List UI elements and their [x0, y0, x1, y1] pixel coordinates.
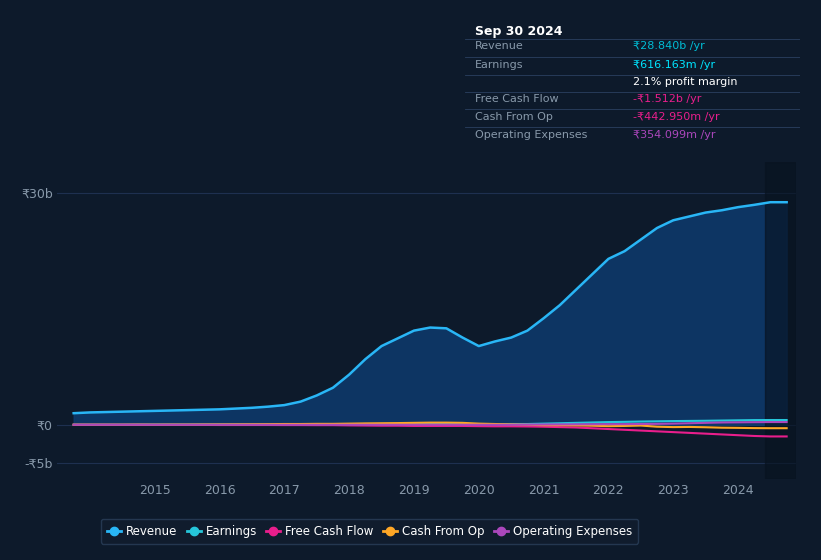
Text: 2.1% profit margin: 2.1% profit margin: [632, 77, 737, 87]
Bar: [765, 162, 796, 479]
Legend: Revenue, Earnings, Free Cash Flow, Cash From Op, Operating Expenses: Revenue, Earnings, Free Cash Flow, Cash …: [101, 519, 638, 544]
Text: Free Cash Flow: Free Cash Flow: [475, 94, 558, 104]
Text: -₹1.512b /yr: -₹1.512b /yr: [632, 94, 701, 104]
Text: Operating Expenses: Operating Expenses: [475, 130, 587, 141]
Text: ₹28.840b /yr: ₹28.840b /yr: [632, 41, 704, 51]
Text: Cash From Op: Cash From Op: [475, 112, 553, 122]
Text: Earnings: Earnings: [475, 60, 524, 71]
Text: -₹442.950m /yr: -₹442.950m /yr: [632, 112, 719, 122]
Text: Sep 30 2024: Sep 30 2024: [475, 25, 562, 38]
Text: ₹616.163m /yr: ₹616.163m /yr: [632, 60, 714, 71]
Text: ₹354.099m /yr: ₹354.099m /yr: [632, 130, 715, 141]
Text: Revenue: Revenue: [475, 41, 524, 51]
